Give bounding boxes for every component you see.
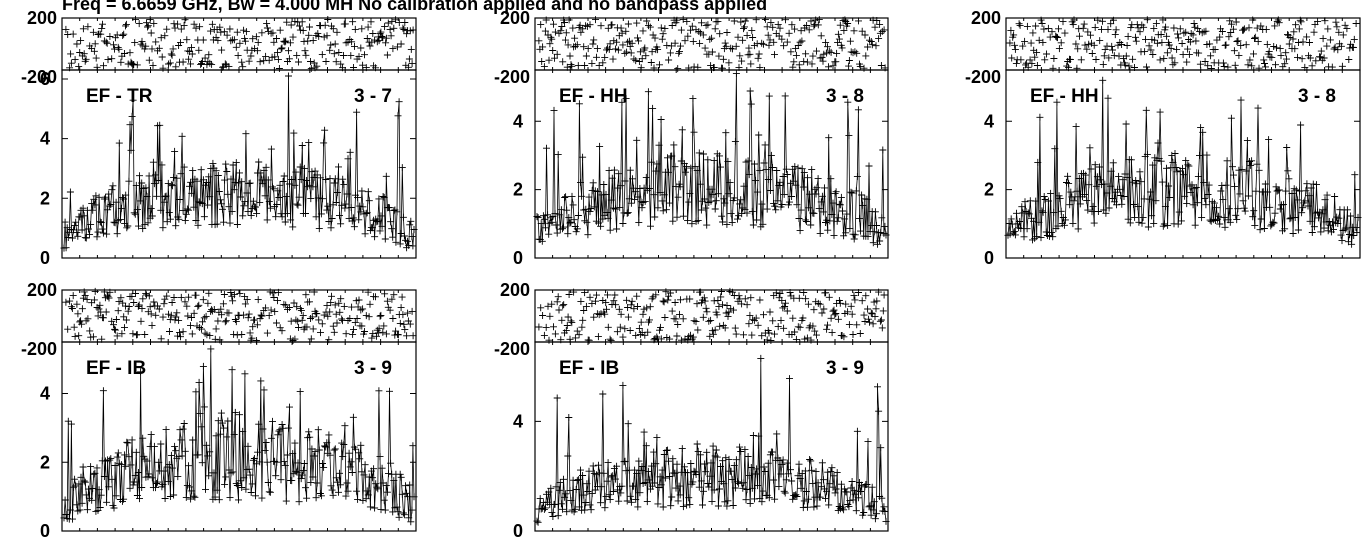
amplitude-y-tick-label: 4 [40, 129, 50, 149]
amplitude-points [60, 72, 418, 252]
amplitude-points [533, 354, 890, 526]
amplitude-points [1004, 76, 1362, 248]
phase-tick-label-top: 200 [500, 280, 530, 300]
amplitude-x-ticks [552, 70, 871, 258]
panel-5: 200 -200 0 4 EF - IB 3 - 9 [494, 280, 890, 541]
amplitude-x-ticks [552, 342, 871, 531]
phase-tick-label-top: 200 [27, 280, 57, 300]
amplitude-y-tick-label: 2 [984, 180, 994, 200]
amplitude-y-tick-label: 4 [513, 111, 523, 131]
phase-tick-label-top: 200 [500, 8, 530, 28]
antenna-label: 3 - 8 [826, 86, 864, 107]
amplitude-y-tick-label: 0 [40, 521, 50, 541]
amplitude-y-tick-label: 0 [513, 521, 523, 541]
amplitude-x-ticks [79, 70, 399, 258]
phase-points [535, 287, 888, 345]
antenna-label: 3 - 8 [1298, 86, 1336, 107]
amplitude-points [60, 345, 418, 526]
panel-3: 200 -200 0 2 4 EF - HH 3 - 8 [965, 8, 1362, 268]
amplitude-y-tick-label: 0 [984, 248, 994, 268]
phase-x-ticks [552, 290, 871, 342]
panel-4: 200 -200 0 2 4 EF - IB 3 - 9 [21, 280, 418, 541]
phase-plot: 200 -200 [494, 280, 889, 359]
phase-tick-label-bottom: -200 [21, 339, 57, 359]
amplitude-line [63, 348, 415, 522]
amplitude-y-tick-label: 4 [984, 111, 994, 131]
amplitude-y-tick-label: 6 [40, 69, 50, 89]
amplitude-y-tick-label: 0 [513, 248, 523, 268]
phase-tick-label-bottom: -200 [494, 339, 530, 359]
phase-x-ticks [79, 290, 399, 342]
phase-tick-label-bottom: -200 [21, 67, 57, 87]
amplitude-x-ticks [1023, 70, 1343, 258]
amplitude-y-tick-label: 0 [40, 248, 50, 268]
amplitude-y-tick-label: 2 [40, 452, 50, 472]
phase-plot: 200 -200 [494, 8, 889, 87]
phase-points [62, 287, 417, 344]
phase-plot: 200 -200 [21, 8, 417, 87]
figure-header: Freq = 6.6659 GHz, Bw = 4.000 MH No cali… [62, 0, 767, 14]
phase-tick-label-bottom: -200 [494, 67, 530, 87]
amplitude-plot: 0 2 4 EF - HH 3 - 8 [984, 69, 1362, 268]
amplitude-plot: 0 2 4 EF - HH 3 - 8 [513, 69, 890, 268]
antenna-label: 3 - 9 [826, 358, 864, 379]
baseline-label: EF - HH [1030, 86, 1099, 107]
baseline-label: EF - IB [86, 358, 146, 379]
amplitude-y-tick-label: 4 [513, 411, 523, 431]
amplitude-plot: 0 2 4 6 EF - TR 3 - 7 [40, 69, 418, 268]
amplitude-plot: 0 2 4 EF - IB 3 - 9 [40, 341, 418, 541]
amplitude-x-ticks [79, 342, 399, 531]
amplitude-line [536, 358, 887, 524]
phase-plot: 200 -200 [21, 280, 417, 359]
phase-x-ticks [552, 18, 871, 70]
panel-1: 200 -200 0 2 4 6 EF - TR 3 - 7 [21, 8, 418, 268]
phase-x-ticks [79, 18, 399, 70]
phase-plot: 200 -200 [965, 8, 1361, 87]
phase-points [535, 15, 889, 73]
amplitude-y-tick-label: 4 [40, 384, 50, 404]
phase-tick-label-bottom: -200 [965, 67, 1001, 87]
panel-2: 200 -200 0 2 4 EF - HH 3 - 8 [494, 8, 890, 268]
phase-tick-label-top: 200 [27, 8, 57, 28]
phase-x-ticks [1023, 18, 1343, 70]
amplitude-plot: 0 4 EF - IB 3 - 9 [513, 341, 890, 541]
amplitude-y-tick-label: 2 [513, 180, 523, 200]
baseline-label: EF - IB [559, 358, 619, 379]
antenna-label: 3 - 9 [354, 358, 392, 379]
phase-frame [1005, 17, 1361, 71]
amplitude-points [533, 69, 890, 248]
baseline-label: EF - HH [559, 86, 628, 107]
amplitude-line [1007, 80, 1359, 245]
baseline-label: EF - TR [86, 86, 153, 107]
antenna-label: 3 - 7 [354, 86, 392, 107]
amplitude-y-tick-label: 2 [40, 188, 50, 208]
phase-tick-label-top: 200 [971, 8, 1001, 28]
phase-points [62, 15, 417, 72]
phase-points [1006, 16, 1360, 72]
